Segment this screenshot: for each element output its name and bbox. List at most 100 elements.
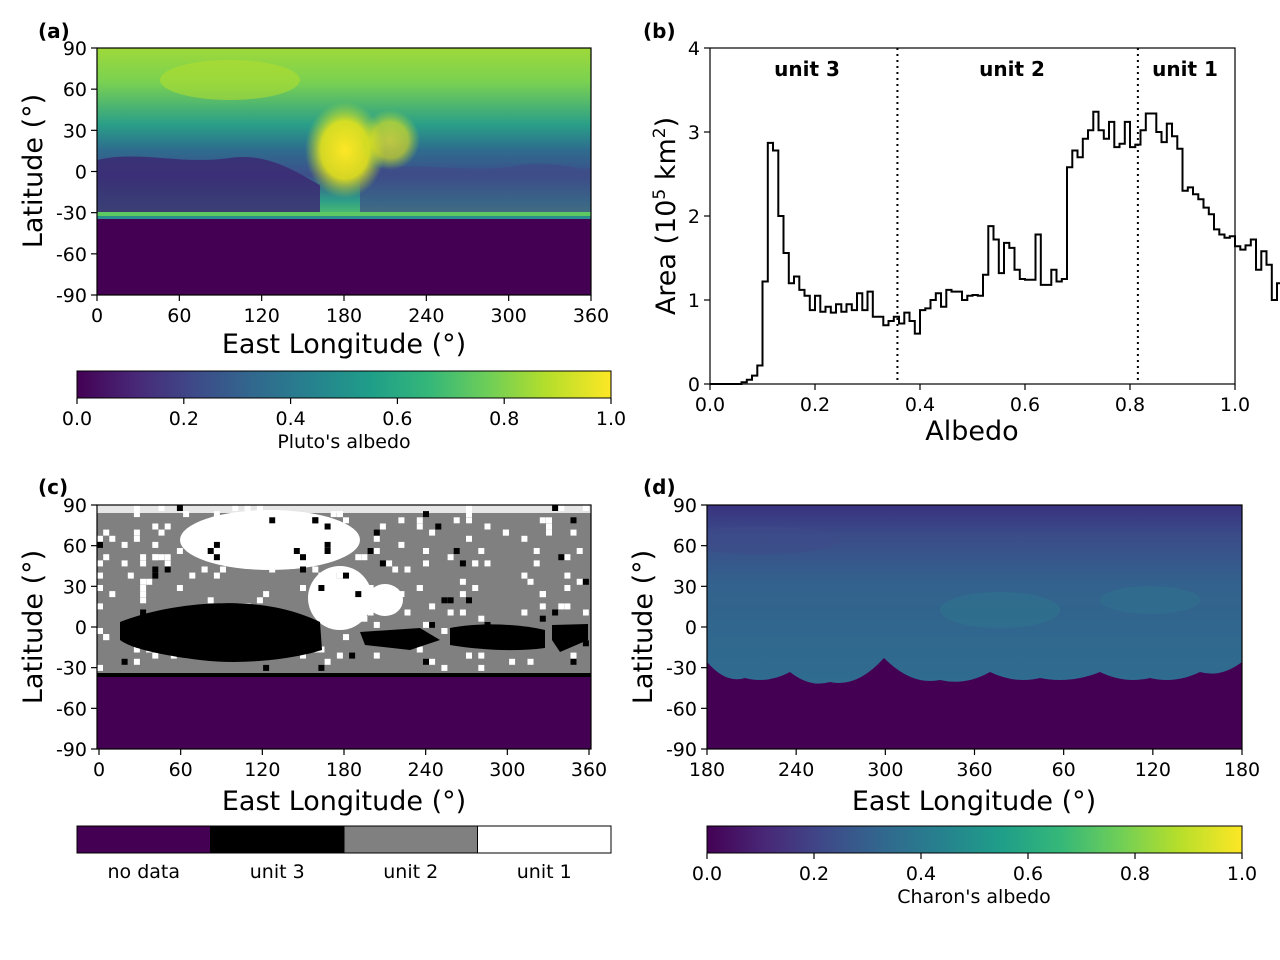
panel-c-speckle-pixel <box>466 535 472 542</box>
panel-c-speckle-pixel <box>324 529 331 536</box>
panel-c-speckle-pixel <box>441 664 448 671</box>
panel-c-speckle-pixel <box>576 578 583 585</box>
panel-c-speckle-pixel <box>300 585 306 591</box>
panel-d-y-ticks: 90 60 30 0 -30 -60 -90 <box>666 495 707 761</box>
panel-c-colorbar-category-label: unit 3 <box>250 861 305 883</box>
panel-c-speckle-pixel <box>570 529 577 536</box>
panel-c-speckle-pixel <box>343 634 349 641</box>
panel-c-speckle-pixel <box>373 621 380 628</box>
panel-c-speckle-pixel <box>398 541 405 548</box>
panel-c-speckle-pixel <box>256 505 263 511</box>
panel-c-speckle-pixel <box>287 548 294 554</box>
panel-c-speckle-pixel <box>213 523 220 530</box>
panel-c-speckle-pixel <box>213 554 220 561</box>
panel-c-speckle-pixel <box>441 597 448 604</box>
panel-c-label: (c) <box>38 475 68 499</box>
panel-c-x-tick-label: 180 <box>326 759 362 781</box>
panel-c-speckle-pixel <box>127 572 134 579</box>
panel-c-speckle-pixel <box>466 652 472 659</box>
panel-c-speckle-pixel <box>213 572 220 579</box>
panel-a-boundary-stripe <box>97 212 591 216</box>
panel-c-speckle-pixel <box>164 560 171 567</box>
panel-a-y-tick-label: 30 <box>63 120 87 142</box>
panel-c-speckle-pixel <box>121 541 128 548</box>
panel-c-speckle-pixel <box>232 560 239 567</box>
panel-c-speckle-pixel <box>558 554 565 561</box>
panel-c-speckle-pixel <box>146 578 153 585</box>
panel-c-x-tick-label: 0 <box>93 759 105 781</box>
panel-b-annotation-unit-2: unit 2 <box>979 57 1045 81</box>
panel-c-y-tick-label: -60 <box>56 698 87 720</box>
panel-c-speckle-pixel <box>269 566 276 573</box>
panel-b-x-tick-label: 0.6 <box>1010 394 1040 416</box>
panel-c-speckle-pixel <box>133 511 140 518</box>
panel-c-speckle-pixel <box>398 517 405 524</box>
panel-a-y-tick-label: -90 <box>56 285 87 307</box>
panel-b-y-tick-label: 4 <box>688 38 700 60</box>
panel-d-colorbar-x-tick-label: 0.6 <box>1013 863 1043 885</box>
panel-c-speckle-pixel <box>189 572 196 579</box>
panel-c-unit-map: (c) 0 60 120 180 240 300 360 9060300-30-60-90 … <box>18 475 612 883</box>
panel-c-speckle-pixel <box>564 603 571 610</box>
panel-c-speckle-pixel <box>213 511 220 518</box>
panel-c-speckle-pixel <box>478 615 485 622</box>
panel-d-y-tick-label: 90 <box>673 495 697 517</box>
panel-c-speckle-pixel <box>373 548 380 554</box>
panel-d-x-tick-label: 180 <box>689 759 725 781</box>
panel-d-colorbar-x-tick-label: 0.0 <box>692 863 722 885</box>
panel-c-x-axis-label: East Longitude (°) <box>222 786 466 817</box>
panel-c-speckle-pixel <box>404 609 411 616</box>
panel-c-unit-1-polar-strip <box>97 505 591 513</box>
panel-c-speckle-pixel <box>392 566 399 573</box>
panel-c-speckle-pixel <box>256 597 263 604</box>
panel-c-speckle-pixel <box>336 652 343 659</box>
panel-c-colorbar-segment <box>210 825 345 854</box>
panel-c-speckle-pixel <box>582 609 589 616</box>
panel-c-speckle-pixel <box>502 529 509 536</box>
panel-a-x-tick-label: 0 <box>91 305 103 327</box>
panel-d-x-tick-label: 360 <box>956 759 992 781</box>
panel-c-speckle-pixel <box>429 529 436 536</box>
panel-c-speckle-pixel <box>539 591 546 598</box>
panel-c-speckle-pixel <box>97 628 103 634</box>
panel-c-speckle-pixel <box>367 548 374 554</box>
panel-c-speckle-pixel <box>140 560 147 567</box>
panel-c-speckle-pixel <box>312 517 319 524</box>
panel-c-speckle-pixel <box>533 548 540 554</box>
panel-c-speckle-pixel <box>459 591 466 598</box>
panel-c-speckle-pixel <box>441 628 448 634</box>
panel-d-y-tick-label: 30 <box>673 576 697 598</box>
panel-c-speckle-pixel <box>546 517 552 524</box>
panel-a-colorbar <box>76 370 612 399</box>
panel-c-speckle-pixel <box>558 505 565 511</box>
panel-c-speckle-pixel <box>183 511 190 518</box>
panel-c-speckle-pixel <box>423 548 429 554</box>
panel-c-speckle-pixel <box>367 585 374 591</box>
panel-c-x-tick-label: 240 <box>408 759 444 781</box>
panel-d-x-tick-label: 300 <box>867 759 903 781</box>
panel-c-speckle-pixel <box>109 535 116 542</box>
panel-c-speckle-pixel <box>300 566 306 573</box>
panel-c-speckle-pixel <box>300 554 306 561</box>
panel-c-speckle-pixel <box>133 505 140 511</box>
panel-c-speckle-pixel <box>152 523 159 530</box>
panel-b-y-ticks: 4 3 2 1 0 <box>688 38 710 396</box>
panel-c-speckle-pixel <box>546 523 552 530</box>
panel-c-speckle-pixel <box>152 572 159 579</box>
panel-c-speckle-pixel <box>527 658 534 665</box>
panel-c-speckle-pixel <box>484 523 491 530</box>
panel-a-y-tick-label: 0 <box>75 162 87 184</box>
panel-c-speckle-pixel <box>244 541 251 548</box>
panel-c-speckle-pixel <box>343 572 349 579</box>
panel-c-y-tick-label: 30 <box>63 576 87 598</box>
panel-c-speckle-pixel <box>103 529 110 536</box>
panel-c-speckle-pixel <box>207 554 214 561</box>
panel-b-y-tick-label: 3 <box>688 122 700 144</box>
panel-d-y-tick-label: -60 <box>666 698 697 720</box>
panel-c-speckle-pixel <box>158 505 165 511</box>
panel-d-label: (d) <box>643 475 676 499</box>
panel-c-speckle-pixel <box>269 517 276 524</box>
panel-b-plot-area <box>710 48 1235 384</box>
panel-c-speckle-pixel <box>213 541 220 548</box>
panel-c-speckle-pixel <box>558 603 565 610</box>
